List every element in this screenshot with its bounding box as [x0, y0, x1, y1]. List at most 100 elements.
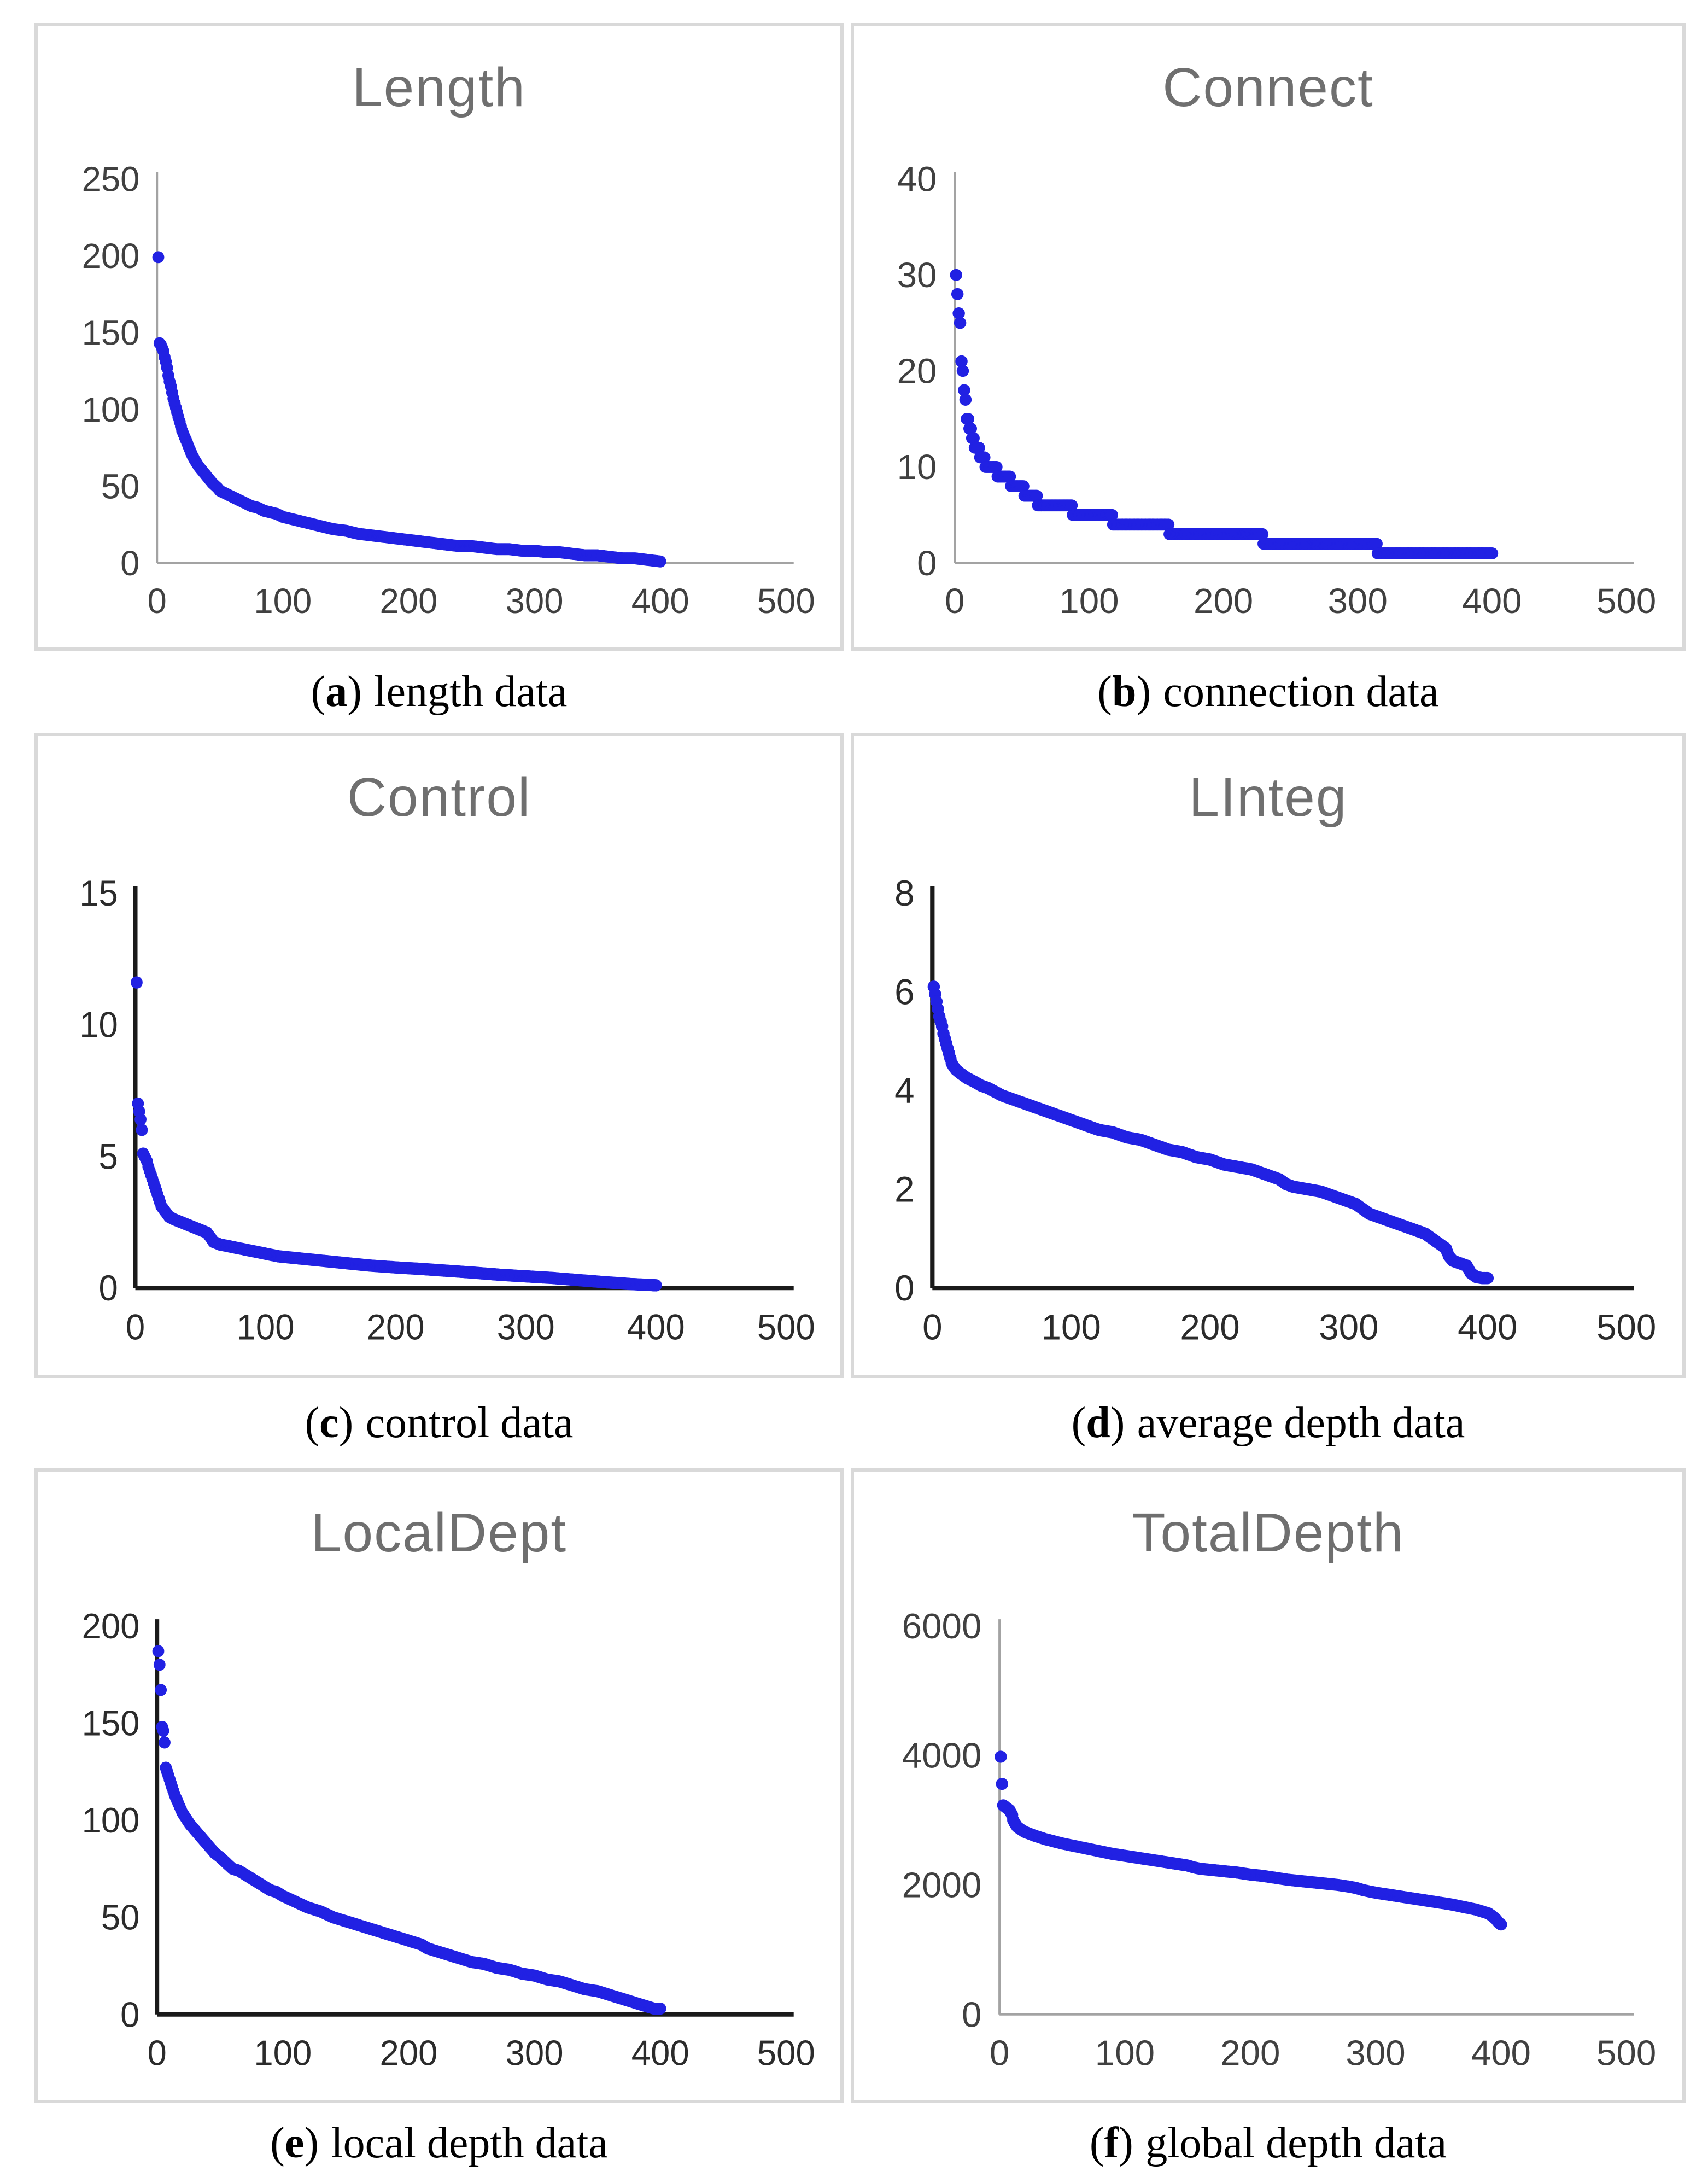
y-tick-label: 150 — [82, 1703, 140, 1743]
data-point — [962, 413, 975, 425]
data-point — [152, 251, 165, 264]
y-tick-label: 50 — [101, 467, 140, 506]
y-tick-label: 0 — [894, 1268, 914, 1308]
x-tick-label: 0 — [148, 582, 167, 621]
panel-totaldepth-chart: TotalDepth 0 2000 4000 6000 0 100 200 300 400 500 — [851, 1468, 1686, 2103]
x-tick-label: 400 — [627, 1308, 685, 1347]
panel-connect-chart: Connect 0 10 20 30 40 0 100 200 300 400 500 — [851, 23, 1686, 651]
x-tick-label: 400 — [631, 582, 689, 621]
totaldepth-scatter-plot: 0 2000 4000 6000 0 100 200 300 400 500 — [902, 1606, 1657, 2073]
data-points — [131, 976, 662, 1292]
data-point — [131, 976, 143, 989]
x-tick-label: 400 — [1458, 1307, 1517, 1347]
y-tick-label: 4 — [894, 1071, 914, 1111]
caption-paren-close: ) — [338, 1399, 354, 1447]
caption-text: global depth data — [1145, 2118, 1447, 2167]
x-tick-label: 100 — [1095, 2033, 1155, 2073]
data-point — [950, 269, 962, 281]
data-point — [1256, 528, 1269, 540]
y-tick-label: 0 — [120, 544, 139, 583]
panel-localdept-chart: LocalDept 0 50 100 150 200 0 100 200 300 400 500 — [34, 1468, 844, 2103]
y-tick-label: 100 — [82, 1801, 140, 1841]
x-tick-label: 300 — [506, 2033, 564, 2073]
x-tick-label: 0 — [990, 2033, 1009, 2073]
data-point — [1370, 538, 1383, 550]
y-tick-labels: 0 50 100 150 200 250 — [82, 160, 140, 583]
x-tick-label: 200 — [1194, 581, 1253, 621]
y-tick-labels: 0 10 20 30 40 — [897, 159, 937, 583]
chart-title-linteg: LInteg — [1189, 767, 1348, 828]
data-point — [959, 394, 972, 406]
y-tick-label: 6 — [894, 972, 914, 1012]
caption-paren-open: ( — [311, 667, 326, 716]
caption-letter: e — [284, 2118, 305, 2167]
y-tick-label: 2 — [894, 1170, 914, 1210]
caption-text: control data — [365, 1399, 574, 1447]
x-tick-label: 0 — [148, 2033, 167, 2073]
y-tick-label: 0 — [120, 1995, 139, 2035]
chart-title-length: Length — [352, 57, 526, 118]
data-point — [152, 1645, 165, 1657]
y-tick-label: 5 — [98, 1136, 118, 1176]
x-tick-label: 0 — [922, 1307, 942, 1347]
data-point — [155, 1684, 167, 1696]
x-tick-label: 400 — [1462, 581, 1522, 621]
x-tick-labels: 0 100 200 300 400 500 — [922, 1307, 1656, 1347]
x-tick-label: 400 — [1471, 2033, 1531, 2073]
y-tick-label: 15 — [79, 873, 118, 913]
x-tick-label: 0 — [945, 581, 964, 621]
data-points — [927, 980, 1494, 1285]
x-tick-labels: 0 100 200 300 400 500 — [148, 2033, 815, 2073]
x-tick-label: 0 — [126, 1308, 145, 1347]
x-tick-label: 200 — [380, 582, 438, 621]
y-tick-label: 200 — [82, 1606, 140, 1646]
x-tick-label: 300 — [1319, 1307, 1378, 1347]
data-point — [153, 1659, 166, 1671]
data-point — [159, 1736, 171, 1749]
data-point — [996, 1778, 1009, 1790]
data-point — [654, 2003, 666, 2015]
x-tick-label: 400 — [631, 2033, 689, 2073]
caption-b: (b) connection data — [851, 651, 1686, 733]
data-point — [157, 1725, 169, 1737]
data-point — [978, 451, 991, 464]
caption-paren-close: ) — [1119, 2118, 1133, 2167]
caption-paren-close: ) — [1110, 1399, 1125, 1447]
caption-text: length data — [374, 667, 568, 716]
y-tick-label: 0 — [917, 544, 937, 583]
chart-title-localdept: LocalDept — [311, 1502, 568, 1563]
data-point — [990, 461, 1003, 473]
data-points — [152, 251, 666, 568]
data-point — [956, 365, 969, 377]
y-tick-label: 50 — [101, 1898, 140, 1937]
x-tick-label: 300 — [497, 1308, 555, 1347]
data-point — [1162, 518, 1175, 531]
caption-paren-open: ( — [270, 2118, 285, 2167]
x-tick-labels: 0 100 200 300 400 500 — [945, 581, 1656, 621]
y-tick-label: 40 — [897, 159, 937, 199]
data-point — [958, 384, 970, 396]
x-tick-label: 500 — [1596, 1307, 1656, 1347]
data-points — [152, 1645, 666, 2015]
x-tick-label: 100 — [1059, 581, 1119, 621]
caption-f: (f) global depth data — [851, 2103, 1686, 2183]
y-tick-label: 8 — [894, 873, 914, 913]
caption-paren-open: ( — [1097, 667, 1112, 716]
x-tick-labels: 0 100 200 300 400 500 — [990, 2033, 1656, 2073]
data-point — [967, 432, 980, 445]
data-point — [1495, 1918, 1507, 1931]
caption-letter: d — [1086, 1399, 1110, 1447]
caption-letter: a — [325, 667, 348, 716]
data-point — [951, 288, 964, 300]
chart-title-control: Control — [347, 767, 531, 828]
data-point — [654, 555, 666, 568]
data-point — [954, 317, 967, 329]
data-point — [1017, 480, 1030, 492]
caption-paren-open: ( — [1089, 2118, 1104, 2167]
y-tick-labels: 0 50 100 150 200 — [82, 1606, 140, 2034]
x-tick-label: 500 — [757, 582, 815, 621]
caption-text: connection data — [1163, 667, 1439, 716]
data-point — [1481, 1271, 1494, 1285]
